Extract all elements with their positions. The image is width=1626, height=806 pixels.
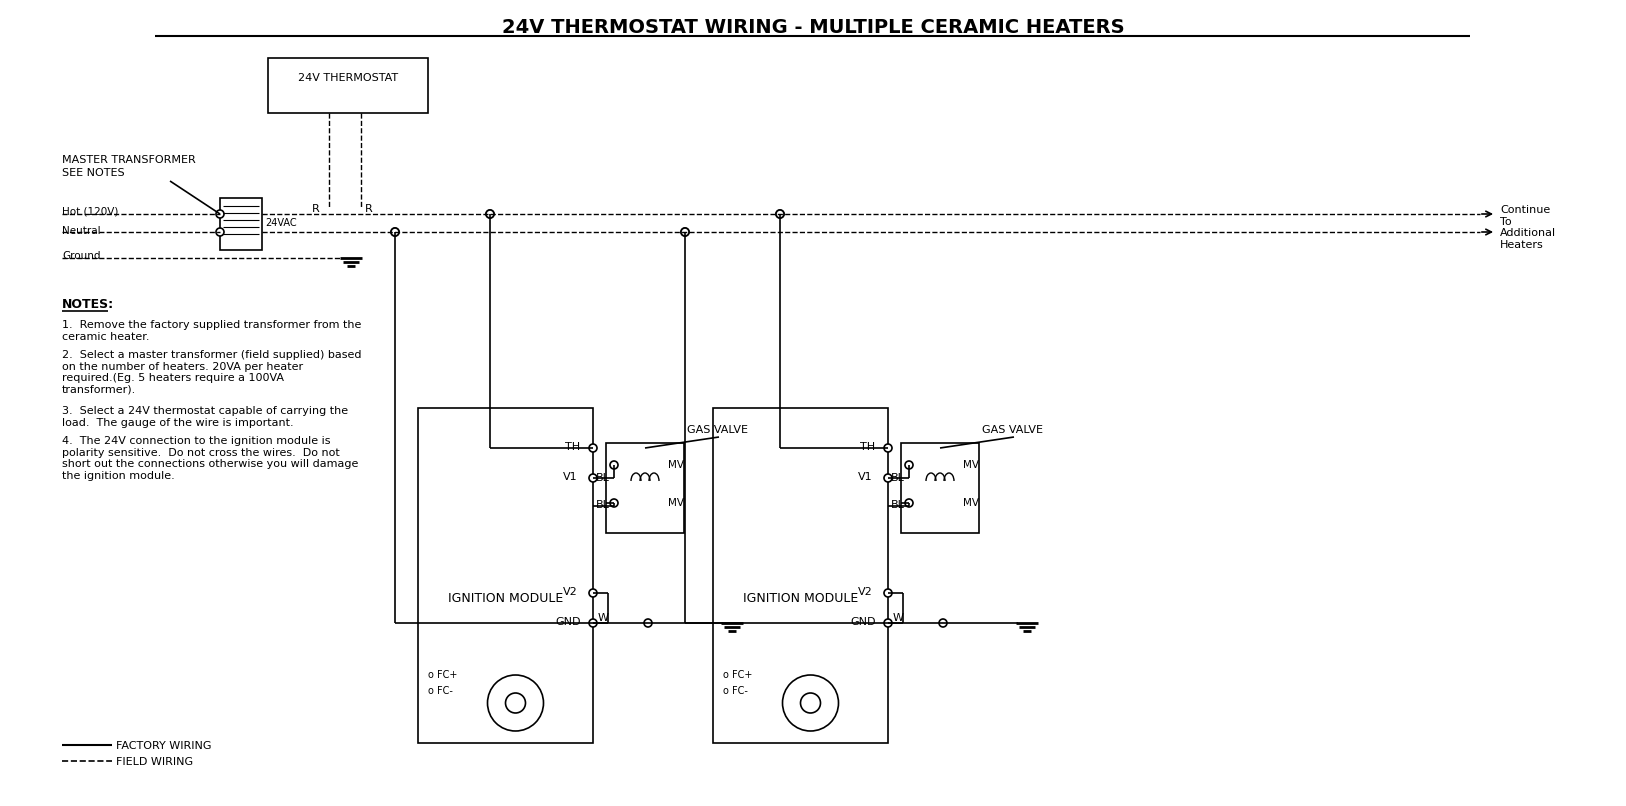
Text: 3.  Select a 24V thermostat capable of carrying the
load.  The gauge of the wire: 3. Select a 24V thermostat capable of ca… [62,406,348,428]
Circle shape [610,499,618,507]
Circle shape [681,228,689,236]
Text: V2: V2 [859,587,873,597]
Circle shape [776,210,784,218]
Text: 2.  Select a master transformer (field supplied) based
on the number of heaters.: 2. Select a master transformer (field su… [62,350,361,395]
Text: 24VAC: 24VAC [265,218,296,228]
Bar [220,198,262,250]
Text: BL: BL [597,473,610,483]
Circle shape [885,589,893,597]
Text: 1.  Remove the factory supplied transformer from the
ceramic heater.: 1. Remove the factory supplied transform… [62,320,361,342]
Text: MASTER TRANSFORMER: MASTER TRANSFORMER [62,155,195,165]
Text: TH: TH [564,442,580,452]
Circle shape [390,228,398,236]
Circle shape [486,210,494,218]
Text: R: R [364,204,372,214]
Text: FIELD WIRING: FIELD WIRING [115,757,193,767]
Text: W: W [598,613,610,623]
Circle shape [589,444,597,452]
Circle shape [906,461,914,469]
Circle shape [589,474,597,482]
Circle shape [486,210,494,218]
Text: o FC+: o FC+ [724,670,753,680]
Text: BL: BL [597,500,610,510]
Text: 24V THERMOSTAT: 24V THERMOSTAT [298,73,398,83]
Bar [418,408,593,743]
Text: MV: MV [668,498,685,508]
Text: BL: BL [891,500,906,510]
Circle shape [216,228,224,236]
Text: Hot (120V): Hot (120V) [62,207,119,217]
Text: BL: BL [891,473,906,483]
Text: TH: TH [860,442,875,452]
Text: IGNITION MODULE: IGNITION MODULE [743,592,859,605]
Bar [901,443,979,533]
Text: IGNITION MODULE: IGNITION MODULE [447,592,563,605]
Text: GND: GND [554,617,580,627]
Text: GAS VALVE: GAS VALVE [982,425,1042,435]
Circle shape [589,619,597,627]
Text: o FC+: o FC+ [428,670,457,680]
Circle shape [885,444,893,452]
Bar [606,443,685,533]
Circle shape [938,619,946,627]
Text: V1: V1 [563,472,577,482]
Text: SEE NOTES: SEE NOTES [62,168,125,178]
Circle shape [644,619,652,627]
Text: GND: GND [850,617,875,627]
Circle shape [885,619,893,627]
Text: GAS VALVE: GAS VALVE [688,425,748,435]
Text: V1: V1 [859,472,873,482]
Text: R: R [312,204,320,214]
Circle shape [776,210,784,218]
Text: Continue
To
Additional
Heaters: Continue To Additional Heaters [1501,205,1556,250]
Circle shape [681,228,689,236]
Text: MV: MV [963,460,979,470]
Text: o FC-: o FC- [724,686,748,696]
Circle shape [885,474,893,482]
Bar [268,58,428,113]
Circle shape [390,228,398,236]
Text: 4.  The 24V connection to the ignition module is
polarity sensitive.  Do not cro: 4. The 24V connection to the ignition mo… [62,436,358,481]
Text: o FC-: o FC- [428,686,454,696]
Text: W: W [893,613,904,623]
Text: 24V THERMOSTAT WIRING - MULTIPLE CERAMIC HEATERS: 24V THERMOSTAT WIRING - MULTIPLE CERAMIC… [502,18,1124,37]
Text: V2: V2 [563,587,577,597]
Text: MV: MV [963,498,979,508]
Circle shape [589,589,597,597]
Text: MV: MV [668,460,685,470]
Circle shape [216,210,224,218]
Text: FACTORY WIRING: FACTORY WIRING [115,741,211,751]
Text: NOTES:: NOTES: [62,298,114,311]
Text: Neutral: Neutral [62,226,101,236]
Bar [712,408,888,743]
Circle shape [610,461,618,469]
Circle shape [906,499,914,507]
Text: Ground: Ground [62,251,101,261]
